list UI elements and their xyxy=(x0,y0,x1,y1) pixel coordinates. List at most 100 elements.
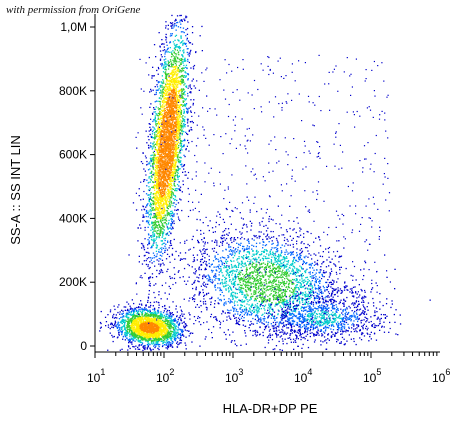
event-dot xyxy=(169,47,171,49)
event-dot xyxy=(174,87,176,89)
event-dot xyxy=(148,139,150,141)
event-dot xyxy=(166,132,169,134)
event-dot xyxy=(178,175,180,177)
event-dot xyxy=(169,172,171,174)
event-dot xyxy=(174,39,176,41)
event-dot xyxy=(176,187,178,190)
event-dot xyxy=(145,193,148,195)
event-dot xyxy=(159,325,161,327)
event-dot xyxy=(171,123,173,126)
event-dot xyxy=(175,127,177,129)
event-dot xyxy=(186,330,188,332)
event-dot xyxy=(179,116,181,118)
event-dot xyxy=(175,161,178,163)
event-dot xyxy=(164,182,166,184)
event-dot xyxy=(176,322,178,324)
event-dot xyxy=(169,89,171,91)
event-dot xyxy=(127,321,130,323)
event-dot xyxy=(157,165,159,167)
event-dot xyxy=(159,207,162,209)
event-dot xyxy=(166,122,168,124)
event-dot xyxy=(172,333,174,336)
event-dot xyxy=(170,218,172,220)
event-dot xyxy=(162,219,164,222)
event-dot xyxy=(163,178,165,181)
event-dot xyxy=(205,336,207,338)
event-dot xyxy=(165,150,167,152)
event-dot xyxy=(152,232,154,234)
event-dot xyxy=(140,300,142,302)
event-dot xyxy=(153,345,155,347)
event-dot xyxy=(170,116,172,119)
event-dot xyxy=(178,131,180,133)
event-dot xyxy=(169,84,172,86)
event-dot xyxy=(169,121,171,123)
event-dot xyxy=(170,184,172,186)
event-dot xyxy=(173,79,176,82)
event-dot xyxy=(182,101,184,103)
event-dot xyxy=(170,118,172,120)
event-dot xyxy=(171,25,173,27)
event-dot xyxy=(168,74,170,76)
event-dot xyxy=(178,90,181,93)
event-dot xyxy=(165,50,167,52)
event-dot xyxy=(163,122,165,124)
event-dot xyxy=(170,217,172,220)
event-dot xyxy=(153,172,155,174)
event-dot xyxy=(157,135,159,138)
event-dot xyxy=(164,153,166,155)
event-dot xyxy=(176,148,178,151)
event-dot xyxy=(145,215,147,218)
event-dot xyxy=(170,171,172,174)
event-dot xyxy=(155,256,157,258)
event-dot xyxy=(161,96,164,98)
event-dot xyxy=(169,139,171,142)
event-dot xyxy=(131,325,133,328)
event-dot xyxy=(171,104,173,106)
event-dot xyxy=(182,62,184,64)
event-dot xyxy=(172,103,174,106)
event-dot xyxy=(176,90,178,92)
event-dot xyxy=(180,199,182,201)
event-dot xyxy=(163,46,165,48)
event-dot xyxy=(168,222,170,224)
event-dot xyxy=(114,322,116,324)
event-dot xyxy=(173,84,175,86)
event-dot xyxy=(164,154,166,156)
event-dot xyxy=(172,116,174,118)
event-dot xyxy=(173,166,175,168)
event-dot xyxy=(170,111,172,113)
event-dot xyxy=(158,186,160,188)
event-dot xyxy=(174,131,176,133)
event-dot xyxy=(162,150,164,152)
event-dot xyxy=(162,206,164,209)
event-dot xyxy=(175,134,178,136)
event-dot xyxy=(172,144,174,146)
event-dot xyxy=(158,150,160,152)
event-dot xyxy=(170,81,173,84)
event-dot xyxy=(181,54,183,56)
event-dot xyxy=(184,83,186,85)
event-dot xyxy=(156,140,158,143)
event-dot xyxy=(157,323,159,325)
event-dot xyxy=(154,93,156,96)
event-dot xyxy=(182,145,184,148)
event-dot xyxy=(162,102,165,104)
event-dot xyxy=(165,21,167,23)
event-dot xyxy=(181,89,183,91)
event-dot xyxy=(173,58,175,60)
event-dot xyxy=(153,215,155,217)
event-dot xyxy=(160,106,162,109)
event-dot xyxy=(176,329,178,331)
event-dot xyxy=(143,180,145,183)
event-dot xyxy=(143,255,145,257)
event-dot xyxy=(172,60,175,62)
event-dot xyxy=(172,127,174,129)
event-dot xyxy=(170,315,172,317)
event-dot xyxy=(166,178,168,181)
event-dot xyxy=(156,138,159,141)
event-dot xyxy=(182,55,184,57)
event-dot xyxy=(161,247,163,249)
event-dot xyxy=(157,81,160,83)
event-dot xyxy=(193,85,195,87)
